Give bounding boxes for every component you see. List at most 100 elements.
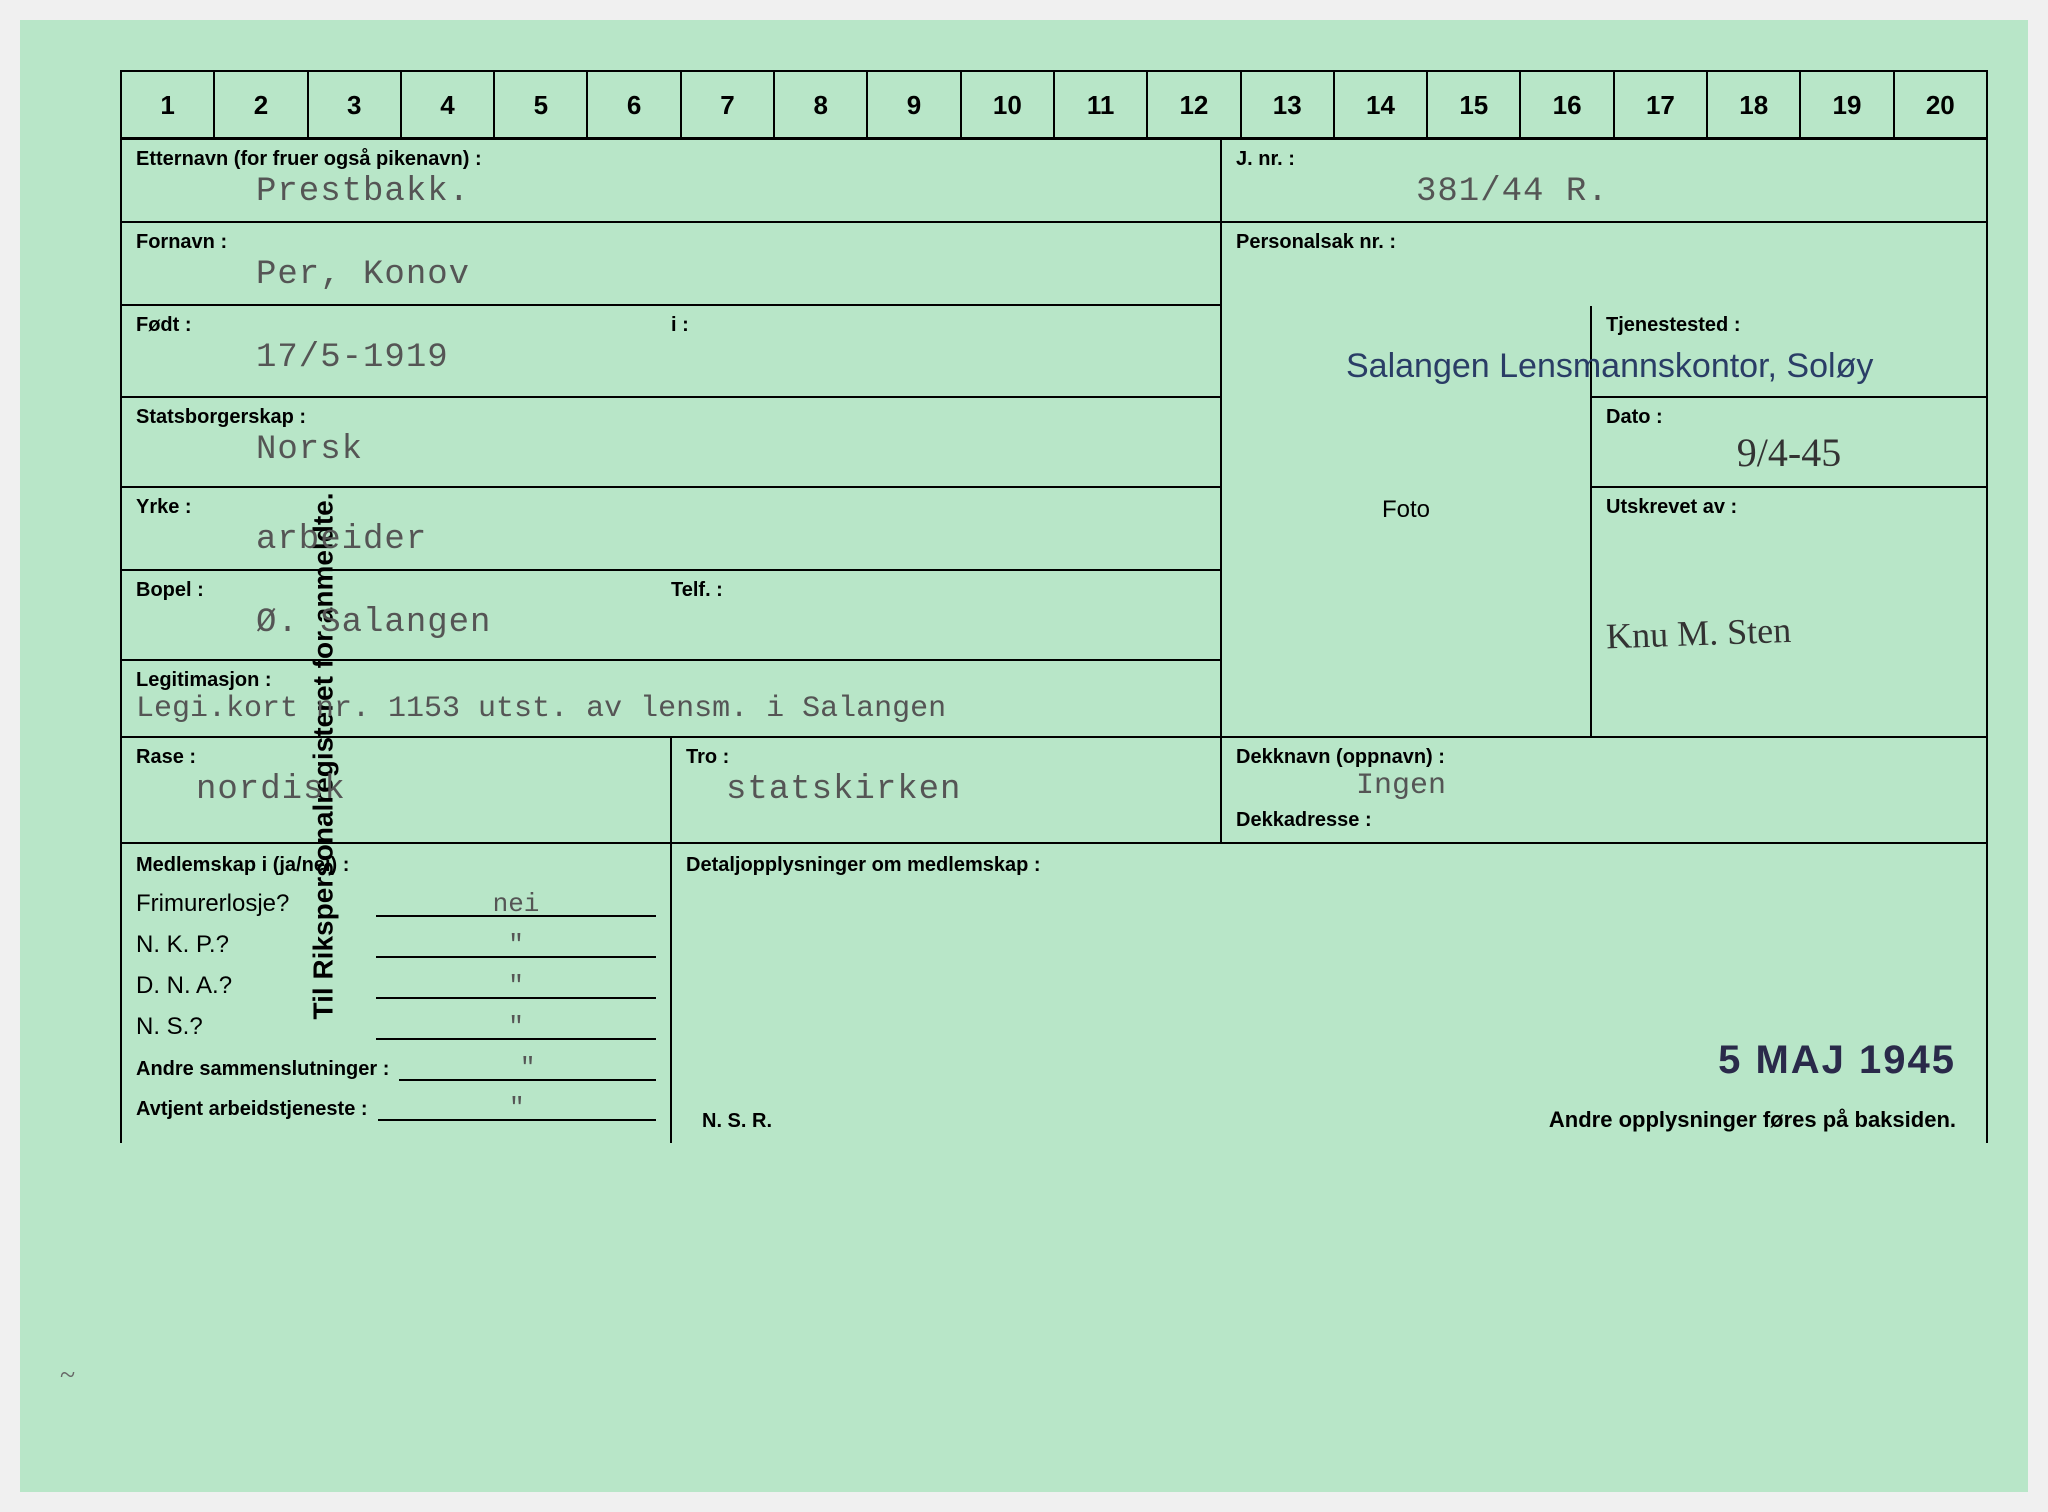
field-fornavn: Fornavn : Per, Konov	[122, 223, 1222, 306]
value-yrke: arbeider	[256, 521, 1206, 559]
label-etternavn: Etternavn (for fruer også pikenavn) :	[136, 148, 1206, 171]
field-tjenestested: Tjenestested : Salangen Lensmannskontor,…	[1592, 306, 1986, 398]
label-telf: Telf. :	[671, 579, 723, 601]
value-legitimasjon: Legi.kort nr. 1153 utst. av lensm. i Sal…	[136, 692, 1206, 726]
ruler-cell: 3	[309, 72, 402, 137]
field-utskrevet-end	[1592, 661, 1986, 738]
nsr-label: N. S. R.	[702, 1110, 772, 1133]
ruler-cell: 16	[1521, 72, 1614, 137]
label-yrke: Yrke :	[136, 496, 1206, 519]
ruler-cell: 15	[1428, 72, 1521, 137]
field-tro: Tro : statskirken	[672, 738, 1222, 844]
ruler-row: 1 2 3 4 5 6 7 8 9 10 11 12 13 14 15 16 1…	[120, 70, 1988, 140]
field-foto: Foto	[1222, 488, 1592, 571]
card-body: 1 2 3 4 5 6 7 8 9 10 11 12 13 14 15 16 1…	[120, 70, 1988, 1452]
field-fodt: Født : i : 17/5-1919	[122, 306, 1222, 398]
field-legitimasjon: Legitimasjon : Legi.kort nr. 1153 utst. …	[122, 661, 1222, 738]
label-fodt: Født :	[136, 314, 671, 337]
membership-row: D. N. A.? "	[136, 971, 656, 1000]
field-bopel: Bopel : Telf. : Ø. Salangen	[122, 571, 1222, 661]
value-fodt: 17/5-1919	[256, 339, 1206, 377]
membership-a: nei	[376, 889, 656, 917]
label-rase: Rase :	[136, 746, 656, 769]
value-tjenestested: Salangen Lensmannskontor, Soløy	[1346, 347, 1972, 386]
value-fornavn: Per, Konov	[256, 256, 1206, 294]
membership-a: "	[376, 1012, 656, 1040]
label-dekknavn: Dekknavn (oppnavn) :	[1236, 746, 1972, 769]
membership-q: D. N. A.?	[136, 972, 366, 1000]
value-andre: "	[399, 1053, 656, 1081]
value-avtjent: "	[378, 1093, 656, 1121]
field-foto-bot	[1222, 571, 1592, 661]
ruler-cell: 12	[1148, 72, 1241, 137]
ruler-cell: 8	[775, 72, 868, 137]
label-jnr: J. nr. :	[1236, 148, 1972, 171]
value-tro: statskirken	[726, 771, 1206, 809]
label-dato: Dato :	[1606, 406, 1972, 429]
field-yrke: Yrke : arbeider	[122, 488, 1222, 571]
label-legitimasjon: Legitimasjon :	[136, 669, 1206, 692]
registration-card: Til Rikspersonalregisteret for anmeldte.…	[20, 20, 2028, 1492]
label-tjenestested: Tjenestested :	[1606, 314, 1972, 337]
field-utskrevet: Utskrevet av :	[1592, 488, 1986, 571]
ruler-cell: 5	[495, 72, 588, 137]
ruler-cell: 18	[1708, 72, 1801, 137]
marginal-mark: ~	[60, 1360, 75, 1392]
field-statsborgerskap: Statsborgerskap : Norsk	[122, 398, 1222, 488]
value-rase: nordisk	[196, 771, 656, 809]
ruler-cell: 9	[868, 72, 961, 137]
value-jnr: 381/44 R.	[1416, 173, 1972, 211]
date-stamp: 5 MAJ 1945	[1718, 1038, 1956, 1083]
ruler-cell: 13	[1242, 72, 1335, 137]
membership-q: Frimurerlosje?	[136, 890, 366, 918]
label-tro: Tro :	[686, 746, 1206, 769]
field-foto-mid	[1222, 398, 1592, 488]
ruler-cell: 19	[1801, 72, 1894, 137]
label-avtjent: Avtjent arbeidstjeneste :	[136, 1098, 368, 1120]
value-dato: 9/4-45	[1606, 429, 1972, 476]
ruler-cell: 6	[588, 72, 681, 137]
membership-right: Detaljopplysninger om medlemskap : 5 MAJ…	[672, 844, 1986, 1143]
label-details: Detaljopplysninger om medlemskap :	[686, 854, 1972, 877]
ruler-cell: 20	[1895, 72, 1986, 137]
label-dekkadresse: Dekkadresse :	[1236, 809, 1972, 832]
membership-row: N. K. P.? "	[136, 930, 656, 959]
membership-row: N. S.? "	[136, 1012, 656, 1041]
value-statsborgerskap: Norsk	[256, 431, 1206, 469]
membership-row-avtjent: Avtjent arbeidstjeneste : "	[136, 1093, 656, 1121]
footer-note: Andre opplysninger føres på baksiden.	[1549, 1107, 1956, 1133]
field-dekknavn: Dekknavn (oppnavn) : Ingen Dekkadresse :	[1222, 738, 1986, 844]
label-foto: Foto	[1236, 496, 1576, 524]
ruler-cell: 4	[402, 72, 495, 137]
membership-q: N. K. P.?	[136, 931, 366, 959]
label-statsborgerskap: Statsborgerskap :	[136, 406, 1206, 429]
label-andre: Andre sammenslutninger :	[136, 1058, 389, 1080]
membership-block: Medlemskap i (ja/nei) : Frimurerlosje? n…	[120, 844, 1988, 1143]
label-bopel: Bopel :	[136, 579, 671, 602]
value-bopel: Ø. Salangen	[256, 604, 1206, 642]
membership-row-andre: Andre sammenslutninger : "	[136, 1053, 656, 1081]
field-dato: Dato : 9/4-45	[1592, 398, 1986, 488]
membership-a: "	[376, 930, 656, 958]
label-fornavn: Fornavn :	[136, 231, 1206, 254]
field-etternavn: Etternavn (for fruer også pikenavn) : Pr…	[122, 140, 1222, 223]
membership-left: Medlemskap i (ja/nei) : Frimurerlosje? n…	[122, 844, 672, 1143]
field-jnr: J. nr. : 381/44 R.	[1222, 140, 1986, 223]
field-personalsak: Personalsak nr. :	[1222, 223, 1986, 306]
field-rase: Rase : nordisk	[122, 738, 672, 844]
label-fodt-i: i :	[671, 314, 689, 336]
label-utskrevet: Utskrevet av :	[1606, 496, 1972, 519]
ruler-cell: 1	[122, 72, 215, 137]
membership-row: Frimurerlosje? nei	[136, 889, 656, 918]
ruler-cell: 17	[1615, 72, 1708, 137]
ruler-cell: 10	[962, 72, 1055, 137]
label-membership: Medlemskap i (ja/nei) :	[136, 854, 656, 877]
value-dekknavn: Ingen	[1356, 769, 1446, 803]
value-etternavn: Prestbakk.	[256, 173, 1206, 211]
ruler-cell: 11	[1055, 72, 1148, 137]
membership-q: N. S.?	[136, 1013, 366, 1041]
field-utskrevet-sig: Knu M. Sten	[1592, 571, 1986, 661]
ruler-cell: 7	[682, 72, 775, 137]
ruler-cell: 2	[215, 72, 308, 137]
membership-a: "	[376, 971, 656, 999]
